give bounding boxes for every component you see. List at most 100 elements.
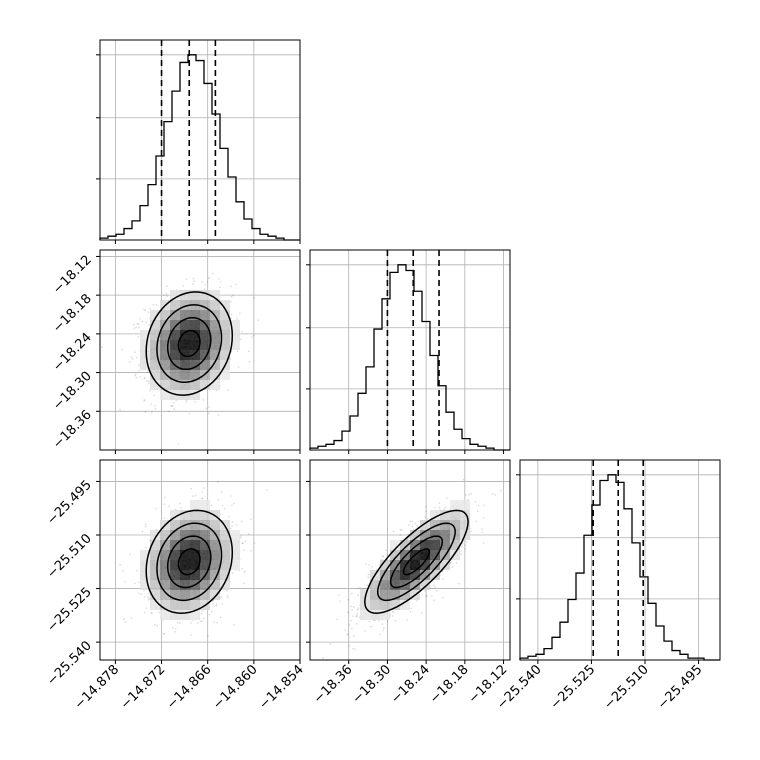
sample-point [412, 528, 415, 531]
density-cell [190, 600, 200, 610]
density-cell [230, 320, 240, 330]
sample-point [239, 536, 242, 539]
sample-point [432, 584, 435, 587]
density-cell [170, 310, 180, 320]
panel-frame [99, 249, 301, 451]
density-cell [210, 330, 220, 340]
sample-point [352, 635, 355, 638]
sample-point [242, 542, 244, 545]
sample-point [230, 317, 232, 320]
density-cell [380, 580, 390, 590]
sample-point [201, 610, 204, 613]
density-cell [200, 320, 210, 330]
sample-point [470, 492, 472, 495]
sample-point [336, 618, 338, 621]
sample-point [216, 621, 219, 624]
sample-point [229, 527, 232, 530]
sample-point [348, 645, 351, 647]
density-cell [420, 580, 430, 590]
sample-point [458, 582, 460, 585]
density-cell [220, 530, 230, 540]
sample-point [144, 525, 147, 528]
density-cell [220, 550, 230, 560]
density-cell [430, 540, 440, 550]
sample-point [121, 569, 124, 572]
density-cell [190, 340, 200, 350]
density-cell [420, 520, 430, 530]
sample-point [205, 407, 208, 410]
density-cell [210, 380, 220, 390]
sample-point [242, 571, 245, 574]
density-cell [170, 390, 180, 400]
sample-point [185, 400, 188, 403]
sample-point [163, 517, 166, 520]
sample-point [174, 628, 177, 630]
sample-point [236, 350, 239, 353]
scatter-panel-1-0 [96, 249, 301, 454]
sample-point [140, 593, 143, 595]
density-cell [450, 500, 460, 510]
sample-point [499, 489, 502, 492]
sample-point [356, 609, 359, 611]
sample-point [143, 377, 146, 380]
density-cell [220, 300, 230, 310]
sample-point [411, 520, 414, 523]
density-cell [160, 380, 170, 390]
sample-point [137, 326, 140, 329]
sample-point [392, 530, 395, 533]
sample-point [476, 510, 479, 513]
density-cell [220, 320, 230, 330]
density-cell [200, 340, 210, 350]
histogram-panel-0 [96, 39, 301, 244]
sample-point [227, 515, 230, 518]
sample-point [409, 610, 412, 613]
density-cell [190, 310, 200, 320]
sample-point [208, 613, 211, 616]
sample-point [430, 594, 433, 597]
sample-point [130, 617, 133, 620]
histogram-step-line [99, 54, 300, 241]
sample-point [212, 621, 215, 623]
sample-point [232, 294, 235, 297]
sample-point [200, 612, 203, 615]
density-cell [150, 540, 160, 550]
sample-point [371, 625, 374, 628]
density-cell [190, 370, 200, 380]
density-cell [370, 600, 380, 610]
sample-point [190, 633, 193, 636]
sample-point [207, 635, 209, 638]
sample-point [355, 615, 358, 618]
y-tick-label: −18.24 [50, 330, 95, 375]
density-cell [430, 550, 440, 560]
density-cell [460, 510, 470, 520]
sample-point [433, 599, 435, 602]
scatter-panel-2-0 [96, 459, 301, 664]
sample-point [410, 607, 413, 610]
sample-point [363, 588, 365, 590]
density-cell [190, 570, 200, 580]
density-cell [170, 320, 180, 330]
density-cell [180, 510, 190, 520]
density-cell [220, 370, 230, 380]
sample-point [152, 303, 155, 306]
sample-point [351, 608, 353, 611]
density-cell [210, 350, 220, 360]
sample-point [200, 497, 203, 500]
sample-point [444, 506, 447, 509]
x-tick-label: −25.495 [655, 662, 705, 712]
density-cell [200, 380, 210, 390]
density-cell [220, 580, 230, 590]
density-cell [150, 570, 160, 580]
density-cell [150, 330, 160, 340]
density-cell [380, 560, 390, 570]
sample-point [235, 523, 238, 526]
sample-point [425, 510, 427, 513]
density-cell [370, 580, 380, 590]
sample-point [177, 443, 180, 445]
density-cell [460, 500, 470, 510]
sample-point [381, 555, 383, 558]
sample-point [139, 317, 141, 320]
x-tick-label: −25.525 [548, 662, 598, 712]
sample-point [147, 311, 150, 314]
density-cell [160, 370, 170, 380]
